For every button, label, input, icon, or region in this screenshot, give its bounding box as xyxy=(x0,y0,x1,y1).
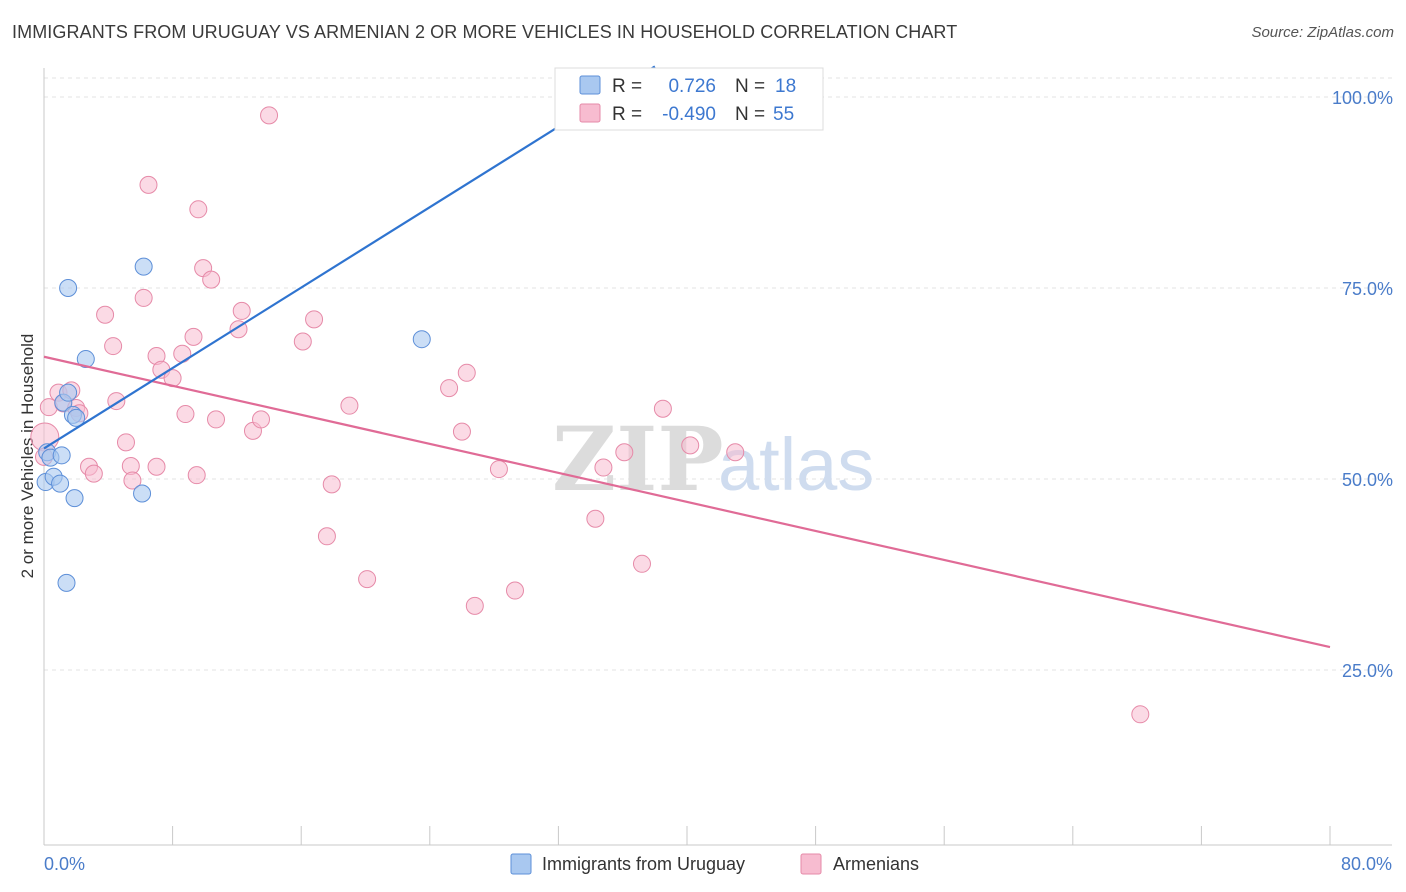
armenian-point xyxy=(96,305,115,324)
legend-n-value-uruguay: 18 xyxy=(775,76,796,97)
armenian-trend-line xyxy=(43,355,1331,649)
legend-n-value-armenian: 55 xyxy=(773,104,794,125)
x-tick-label-max: 80.0% xyxy=(1341,854,1392,874)
uruguay-point xyxy=(412,330,431,349)
grid xyxy=(44,77,1392,671)
armenian-point xyxy=(726,443,745,462)
armenian-point xyxy=(465,596,484,615)
armenian-point xyxy=(187,466,206,485)
armenian-point xyxy=(252,410,271,429)
armenian-point xyxy=(615,443,634,462)
armenian-point xyxy=(653,399,672,418)
legend-r-value-uruguay: 0.726 xyxy=(668,76,716,97)
series-legend-swatch-armenian xyxy=(800,853,822,875)
armenian-point xyxy=(207,410,226,429)
y-tick-label: 25.0% xyxy=(1342,661,1393,681)
armenian-point xyxy=(139,175,158,194)
armenian-point xyxy=(305,310,324,329)
armenian-point xyxy=(322,475,341,494)
armenian-point xyxy=(440,379,459,398)
series-legend-swatch-uruguay xyxy=(510,853,532,875)
armenian-point xyxy=(489,460,508,479)
legend-r-label-armenian: R = xyxy=(612,104,642,125)
legend-r-value-armenian: -0.490 xyxy=(662,104,716,125)
uruguay-point xyxy=(134,257,153,276)
y-tick-label: 50.0% xyxy=(1342,470,1393,490)
watermark-zip: ZIP xyxy=(552,407,724,511)
y-axis-label: 2 or more Vehicles in Household xyxy=(18,334,37,579)
legend-r-label-uruguay: R = xyxy=(612,76,642,97)
armenian-point xyxy=(340,396,359,415)
uruguay-point xyxy=(133,484,152,503)
armenian-point xyxy=(317,527,336,546)
legend: R = 0.726 N = 18 R = -0.490 N = 55 xyxy=(554,67,824,131)
armenian-point xyxy=(452,422,471,441)
armenian-point xyxy=(681,436,700,455)
uruguay-point xyxy=(65,489,84,508)
armenian-point xyxy=(358,570,377,589)
armenian-point xyxy=(594,458,613,477)
series-legend: Immigrants from Uruguay Armenians xyxy=(510,853,919,875)
series-legend-label-uruguay: Immigrants from Uruguay xyxy=(542,854,745,874)
armenian-point xyxy=(586,509,605,528)
uruguay-points xyxy=(36,80,624,592)
armenian-point xyxy=(184,327,203,346)
y-tick-label: 100.0% xyxy=(1332,88,1393,108)
legend-swatch-uruguay xyxy=(579,75,601,95)
armenian-point xyxy=(134,288,153,307)
uruguay-point xyxy=(59,279,78,297)
uruguay-trend-line xyxy=(43,65,656,450)
armenian-point xyxy=(147,457,166,476)
armenian-point xyxy=(116,433,135,452)
uruguay-point xyxy=(59,383,78,402)
uruguay-point xyxy=(67,408,86,427)
armenian-point xyxy=(189,200,208,219)
armenian-point xyxy=(84,464,103,483)
y-tick-label: 75.0% xyxy=(1342,279,1393,299)
armenian-point xyxy=(176,405,195,424)
x-tick-label-min: 0.0% xyxy=(44,854,85,874)
armenian-point xyxy=(173,344,192,363)
armenian-point xyxy=(457,363,476,382)
watermark-atlas: atlas xyxy=(718,423,874,506)
uruguay-point xyxy=(76,350,95,369)
uruguay-point xyxy=(51,474,70,493)
uruguay-point xyxy=(52,446,71,465)
legend-n-label-armenian: N = xyxy=(735,104,765,125)
watermark: ZIP atlas xyxy=(552,407,874,511)
armenian-point xyxy=(232,301,251,320)
armenian-point xyxy=(123,471,142,490)
series-legend-label-armenian: Armenians xyxy=(833,854,919,874)
armenian-point xyxy=(104,337,123,356)
armenian-point xyxy=(505,581,524,600)
x-ticks xyxy=(43,826,1331,845)
chart-title: IMMIGRANTS FROM URUGUAY VS ARMENIAN 2 OR… xyxy=(12,22,958,42)
legend-n-label-uruguay: N = xyxy=(735,76,765,97)
armenian-point xyxy=(202,270,221,289)
y-tick-labels: 25.0% 50.0% 75.0% 100.0% xyxy=(1332,88,1393,681)
legend-swatch-armenian xyxy=(579,103,601,123)
armenian-point xyxy=(260,106,279,125)
armenian-point xyxy=(632,554,651,573)
uruguay-point xyxy=(57,573,76,592)
armenian-point xyxy=(293,332,312,351)
armenian-point xyxy=(1131,705,1150,724)
source-label: Source: ZipAtlas.com xyxy=(1251,24,1394,41)
trend-lines xyxy=(43,65,1331,649)
